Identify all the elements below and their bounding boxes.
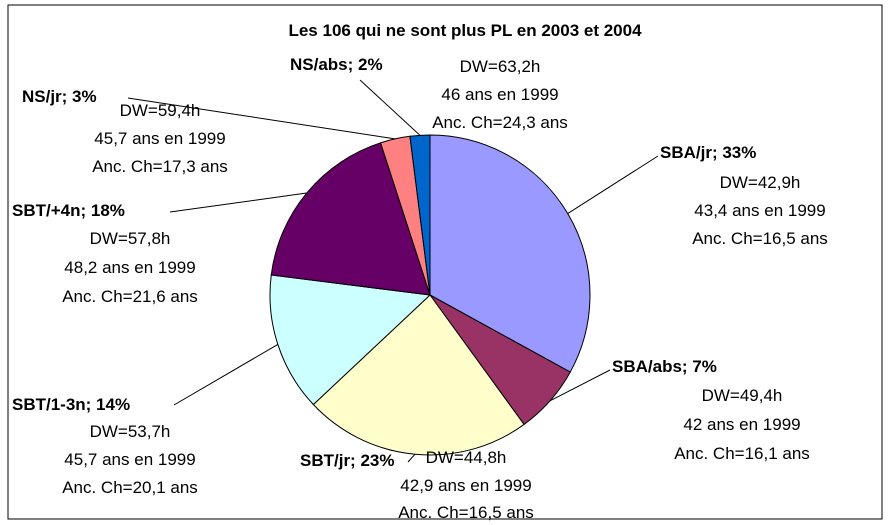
slice-detail: 43,4 ans en 1999 bbox=[694, 201, 825, 220]
slice-label: NS/abs; 2% bbox=[290, 55, 383, 74]
slice-detail: 42 ans en 1999 bbox=[683, 415, 800, 434]
slice-detail: 48,2 ans en 1999 bbox=[64, 258, 195, 277]
slice-detail: 42,9 ans en 1999 bbox=[400, 476, 531, 495]
slice-detail: 46 ans en 1999 bbox=[441, 85, 558, 104]
chart-title: Les 106 qui ne sont plus PL en 2003 et 2… bbox=[288, 21, 642, 40]
slice-detail: 45,7 ans en 1999 bbox=[94, 129, 225, 148]
leader-line bbox=[549, 369, 611, 402]
slice-detail: DW=49,4h bbox=[702, 386, 783, 405]
slice-label: SBT/jr; 23% bbox=[300, 451, 394, 470]
slice-label: SBA/abs; 7% bbox=[612, 357, 717, 376]
slice-detail: Anc. Ch=16,5 ans bbox=[398, 503, 534, 522]
leader-line bbox=[359, 79, 421, 136]
slice-detail: Anc. Ch=20,1 ans bbox=[62, 478, 198, 497]
slice-label: SBA/jr; 33% bbox=[660, 143, 756, 162]
slice-detail: DW=44,8h bbox=[426, 448, 507, 467]
slice-detail: Anc. Ch=17,3 ans bbox=[92, 157, 228, 176]
pie-slice bbox=[409, 134, 431, 296]
leader-line bbox=[173, 344, 279, 406]
slice-detail: DW=42,9h bbox=[720, 173, 801, 192]
slice-label: NS/jr; 3% bbox=[22, 87, 97, 106]
slice-detail: Anc. Ch=16,5 ans bbox=[692, 229, 828, 248]
leader-line bbox=[127, 97, 396, 140]
slice-detail: Anc. Ch=16,1 ans bbox=[674, 444, 810, 463]
slice-detail: DW=59,4h bbox=[120, 101, 201, 120]
slice-detail: DW=63,2h bbox=[460, 57, 541, 76]
slice-detail: Anc. Ch=24,3 ans bbox=[432, 113, 568, 132]
slice-detail: DW=53,7h bbox=[90, 422, 171, 441]
slice-detail: 45,7 ans en 1999 bbox=[64, 450, 195, 469]
leader-line bbox=[407, 453, 416, 463]
slice-label: SBT/+4n; 18% bbox=[12, 201, 125, 220]
leader-line bbox=[169, 192, 307, 213]
slice-label: SBT/1-3n; 14% bbox=[12, 395, 130, 414]
slice-detail: Anc. Ch=21,6 ans bbox=[62, 287, 198, 306]
leader-line bbox=[567, 155, 659, 214]
slice-detail: DW=57,8h bbox=[90, 229, 171, 248]
